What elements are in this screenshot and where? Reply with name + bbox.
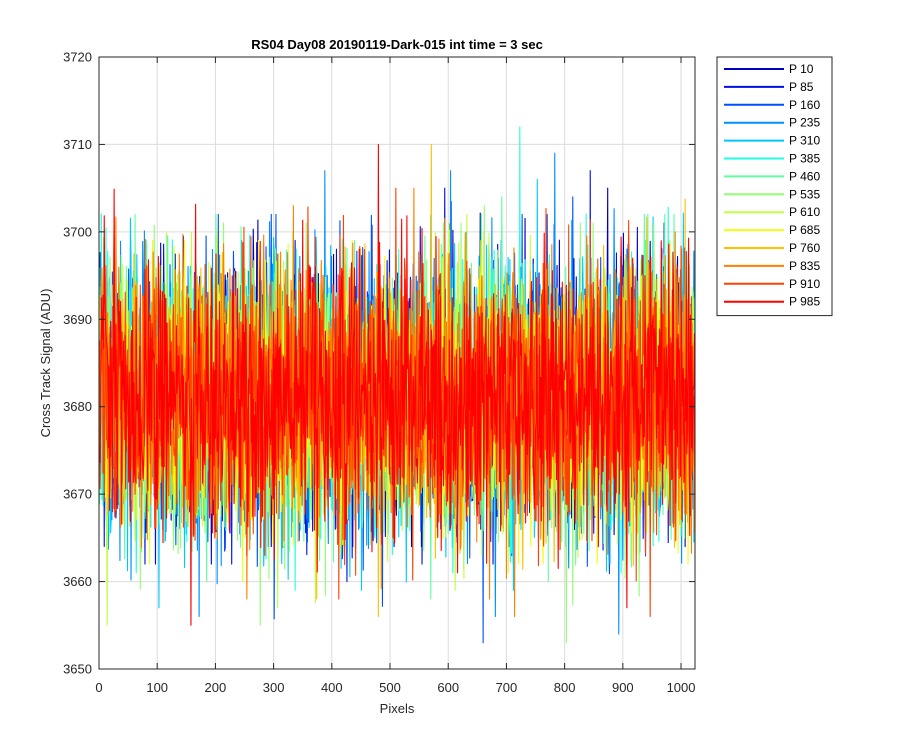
legend-label: P 535 bbox=[789, 187, 820, 201]
y-tick-label: 3660 bbox=[63, 574, 92, 589]
y-tick-label: 3690 bbox=[63, 312, 92, 327]
legend-label: P 835 bbox=[789, 259, 820, 273]
x-tick-label: 500 bbox=[379, 680, 401, 695]
legend-label: P 160 bbox=[789, 98, 820, 112]
x-tick-label: 900 bbox=[612, 680, 634, 695]
legend-label: P 760 bbox=[789, 241, 820, 255]
y-tick-label: 3650 bbox=[63, 662, 92, 677]
x-tick-label: 100 bbox=[146, 680, 168, 695]
x-tick-label: 800 bbox=[554, 680, 576, 695]
legend-label: P 385 bbox=[789, 152, 820, 166]
x-tick-label: 400 bbox=[321, 680, 343, 695]
series-line bbox=[99, 143, 695, 626]
legend-label: P 10 bbox=[789, 62, 814, 76]
x-tick-label: 300 bbox=[263, 680, 285, 695]
legend-label: P 610 bbox=[789, 205, 820, 219]
y-tick-label: 3700 bbox=[63, 224, 92, 239]
y-tick-label: 3680 bbox=[63, 399, 92, 414]
x-axis-label: Pixels bbox=[380, 701, 415, 716]
y-tick-label: 3670 bbox=[63, 487, 92, 502]
x-tick-label: 200 bbox=[205, 680, 227, 695]
legend-box bbox=[716, 56, 833, 317]
axes-box bbox=[98, 56, 696, 670]
legend-label: P 85 bbox=[789, 80, 814, 94]
chart-title: RS04 Day08 20190119-Dark-015 int time = … bbox=[251, 37, 543, 52]
legend-label: P 985 bbox=[789, 295, 820, 309]
x-tick-label: 0 bbox=[95, 680, 102, 695]
x-tick-label: 1000 bbox=[667, 680, 696, 695]
y-tick-label: 3720 bbox=[63, 50, 92, 65]
ticks: 0 100 200 300 400 500 600 700 800 900 1000 3650 3660… bbox=[63, 50, 695, 696]
y-tick-label: 3710 bbox=[63, 137, 92, 152]
y-axis-label: Cross Track Signal (ADU) bbox=[38, 289, 53, 438]
legend: P 10 P 85 P 160 P 235 P 310 P 385 P 460 P 535 P … bbox=[716, 56, 833, 317]
legend-label: P 460 bbox=[789, 169, 820, 183]
legend-label: P 310 bbox=[789, 134, 820, 148]
series-layer bbox=[99, 126, 695, 644]
legend-label: P 685 bbox=[789, 223, 820, 237]
legend-label: P 910 bbox=[789, 277, 820, 291]
x-tick-label: 700 bbox=[496, 680, 518, 695]
legend-label: P 235 bbox=[789, 116, 820, 130]
x-tick-label: 600 bbox=[437, 680, 459, 695]
